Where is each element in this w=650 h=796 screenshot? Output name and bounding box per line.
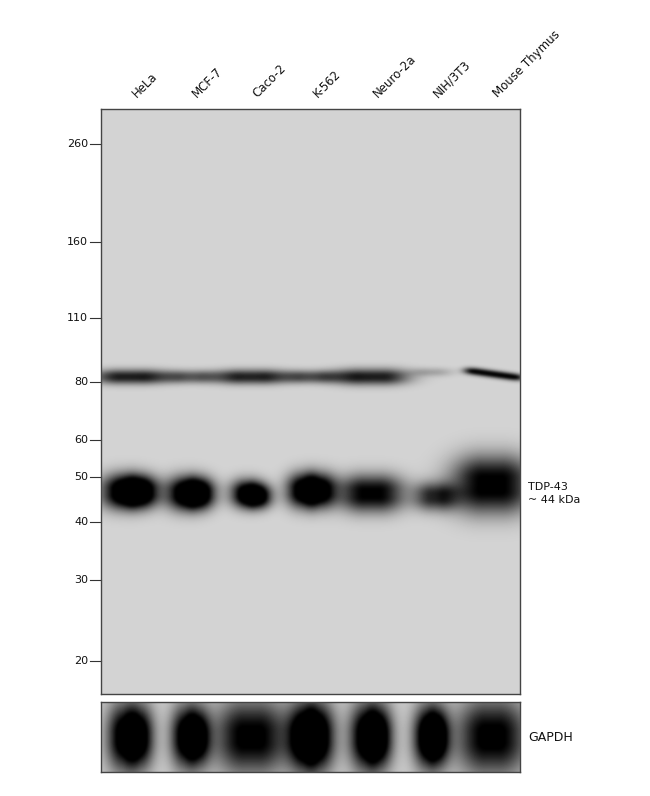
Text: K-562: K-562 xyxy=(311,68,343,100)
Text: 160: 160 xyxy=(67,237,88,248)
Text: GAPDH: GAPDH xyxy=(528,731,573,743)
Text: Mouse Thymus: Mouse Thymus xyxy=(491,29,563,100)
Text: 20: 20 xyxy=(74,657,88,666)
Text: 60: 60 xyxy=(74,435,88,445)
Text: MCF-7: MCF-7 xyxy=(190,65,226,100)
Text: 260: 260 xyxy=(67,139,88,150)
Text: HeLa: HeLa xyxy=(130,70,161,100)
Text: 50: 50 xyxy=(74,472,88,482)
Text: 110: 110 xyxy=(67,313,88,323)
Text: 80: 80 xyxy=(74,377,88,387)
Text: NIH/3T3: NIH/3T3 xyxy=(430,58,473,100)
Text: Neuro-2a: Neuro-2a xyxy=(370,53,419,100)
Text: 40: 40 xyxy=(74,517,88,527)
Text: Caco-2: Caco-2 xyxy=(250,62,289,100)
Text: TDP-43
~ 44 kDa: TDP-43 ~ 44 kDa xyxy=(528,482,580,505)
Text: 30: 30 xyxy=(74,575,88,584)
